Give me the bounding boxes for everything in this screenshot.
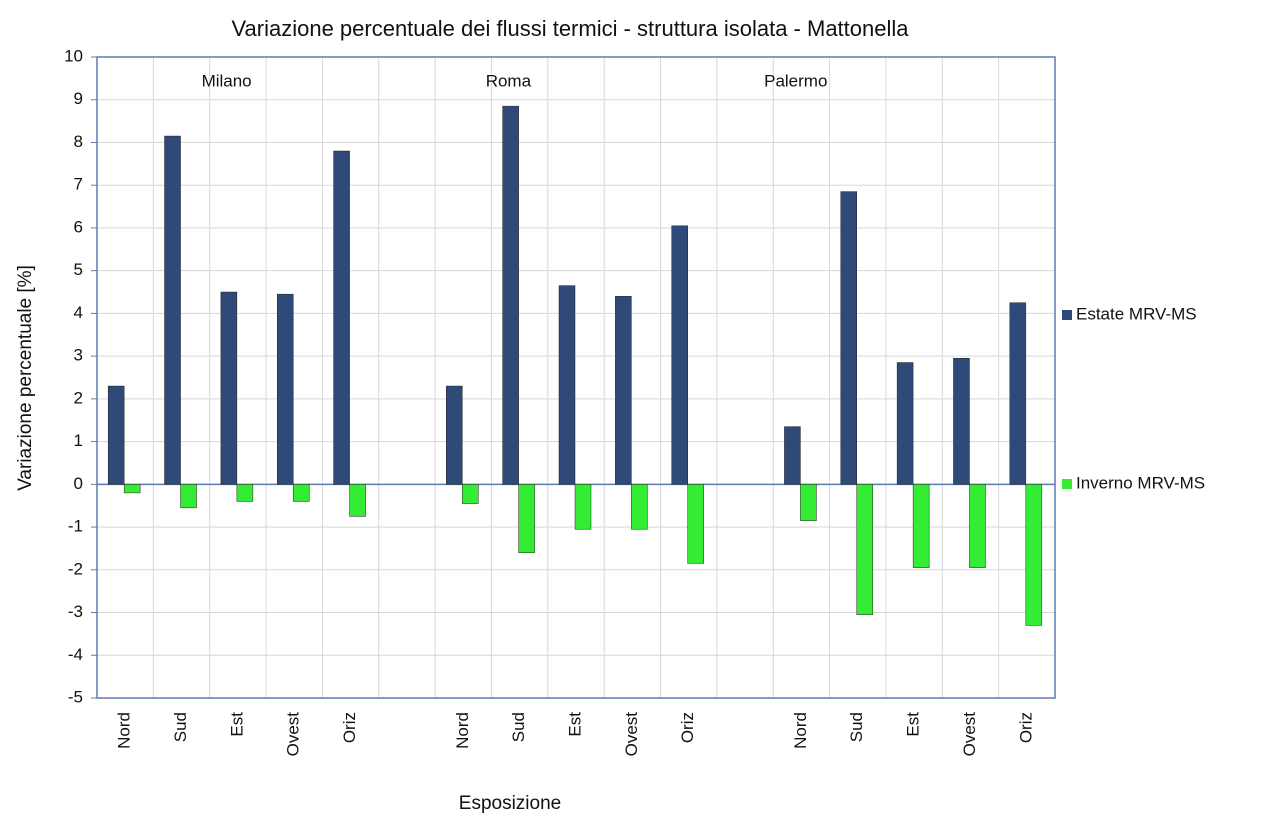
- y-tick-label: 9: [74, 89, 83, 108]
- y-tick-label: 8: [74, 132, 83, 151]
- y-tick-label: 0: [74, 474, 83, 493]
- bar: [784, 426, 801, 485]
- x-tick-label: Ovest: [960, 712, 979, 757]
- x-tick-label: Nord: [115, 712, 134, 749]
- y-tick-label: -2: [68, 559, 83, 578]
- bar: [800, 484, 817, 521]
- bar: [574, 484, 592, 530]
- bar: [856, 484, 874, 615]
- bar: [276, 293, 294, 485]
- y-tick-label: 4: [74, 303, 83, 322]
- bar: [1025, 484, 1043, 626]
- x-tick-label: Nord: [791, 712, 810, 749]
- x-tick-label: Oriz: [678, 712, 697, 743]
- bar: [123, 484, 141, 494]
- x-tick-label: Ovest: [284, 712, 303, 757]
- bar: [518, 484, 535, 553]
- group-label: Roma: [486, 71, 532, 90]
- y-tick-label: 6: [74, 217, 83, 236]
- x-tick-label: Sud: [847, 712, 866, 742]
- x-tick-label: Oriz: [1016, 712, 1035, 743]
- bar: [292, 484, 310, 502]
- legend-swatch: [1062, 310, 1072, 320]
- bar: [1009, 302, 1027, 485]
- group-label: Milano: [202, 71, 252, 90]
- y-tick-label: -4: [68, 645, 83, 664]
- x-tick-label: Est: [904, 712, 923, 737]
- y-tick-label: -5: [68, 687, 83, 706]
- bar: [631, 484, 648, 530]
- bar: [164, 135, 181, 485]
- bar: [446, 385, 463, 485]
- legend-swatch: [1062, 479, 1072, 489]
- x-axis-title: Esposizione: [459, 793, 561, 814]
- y-tick-label: -1: [68, 517, 83, 536]
- bar: [671, 225, 688, 485]
- bar: [953, 358, 970, 485]
- chart-title: Variazione percentuale dei flussi termic…: [231, 16, 909, 41]
- bar: [912, 484, 930, 568]
- group-label: Palermo: [764, 71, 827, 90]
- y-tick-label: 5: [74, 260, 83, 279]
- x-tick-label: Sud: [171, 712, 190, 742]
- y-axis-title: Variazione percentuale [%]: [15, 265, 36, 491]
- bar: [969, 484, 986, 568]
- y-tick-label: -3: [68, 602, 83, 621]
- bar: [462, 484, 479, 504]
- bar: [687, 484, 704, 564]
- bar: [333, 150, 350, 485]
- x-tick-label: Ovest: [622, 712, 641, 757]
- y-tick-label: 2: [74, 388, 83, 407]
- x-tick-label: Oriz: [340, 712, 359, 743]
- bar: [236, 484, 254, 502]
- y-tick-label: 10: [64, 46, 83, 65]
- y-tick-label: 7: [74, 175, 83, 194]
- bar: [180, 484, 197, 509]
- bar: [220, 291, 238, 485]
- bar: [502, 105, 519, 485]
- bar: [107, 385, 125, 485]
- bar: [615, 296, 632, 485]
- bar: [896, 362, 914, 485]
- y-tick-label: 1: [74, 431, 83, 450]
- legend-label: Inverno MRV-MS: [1076, 473, 1205, 492]
- x-tick-label: Sud: [509, 712, 528, 742]
- bar: [558, 285, 576, 485]
- x-tick-label: Est: [227, 712, 246, 737]
- bar: [840, 191, 858, 485]
- x-tick-label: Nord: [453, 712, 472, 749]
- y-tick-label: 3: [74, 346, 83, 365]
- legend-label: Estate MRV-MS: [1076, 304, 1197, 323]
- bar: [349, 484, 366, 517]
- x-tick-label: Est: [565, 712, 584, 737]
- plot-border: [96, 56, 1056, 699]
